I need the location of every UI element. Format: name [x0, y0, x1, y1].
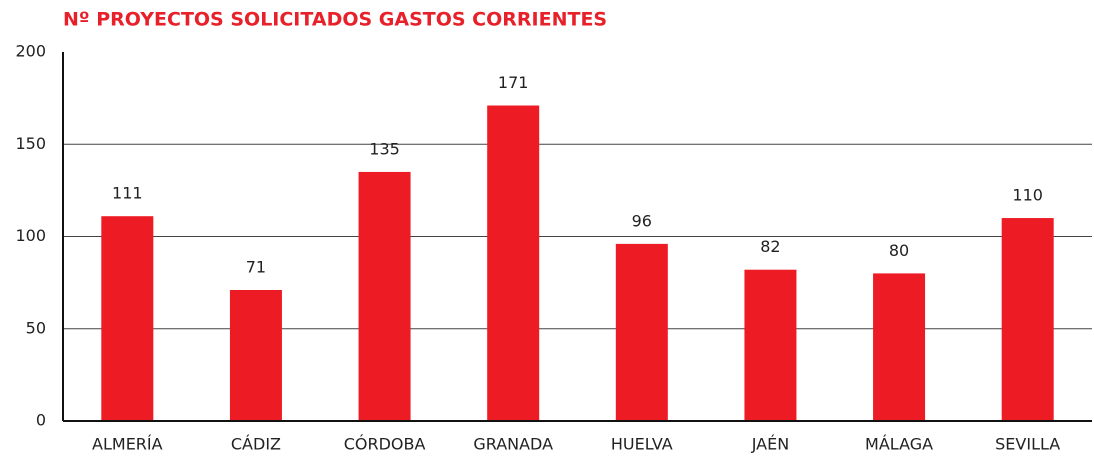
- y-tick-label: 50: [26, 318, 46, 337]
- bar: [229, 290, 282, 421]
- value-label: 82: [760, 237, 780, 256]
- y-tick-label: 0: [36, 411, 46, 430]
- bar: [358, 171, 411, 421]
- x-tick-label: SEVILLA: [995, 435, 1060, 454]
- bar: [873, 273, 926, 421]
- y-tick-label: 100: [15, 226, 46, 245]
- x-tick-label: ALMERÍA: [92, 435, 163, 454]
- x-tick-label: CÁDIZ: [231, 435, 281, 454]
- value-label: 80: [889, 241, 909, 260]
- chart-title: Nº PROYECTOS SOLICITADOS GASTOS CORRIENT…: [63, 9, 607, 31]
- bar: [101, 216, 154, 421]
- value-label: 110: [1012, 186, 1043, 205]
- x-tick-label: HUELVA: [611, 435, 673, 454]
- value-label: 71: [246, 258, 266, 277]
- bar: [744, 269, 797, 421]
- y-tick-label: 150: [15, 134, 46, 153]
- x-tick-label: JAÉN: [751, 435, 789, 454]
- x-tick-label: CÓRDOBA: [344, 435, 426, 454]
- bar: [487, 105, 540, 421]
- value-label: 135: [369, 139, 400, 158]
- x-tick-label: MÁLAGA: [865, 435, 933, 454]
- y-tick-label: 200: [15, 42, 46, 61]
- bar: [1001, 218, 1054, 421]
- x-tick-label: GRANADA: [473, 435, 553, 454]
- value-label: 111: [112, 184, 143, 203]
- bar: [615, 243, 668, 421]
- value-label: 171: [498, 73, 529, 92]
- value-label: 96: [632, 211, 652, 230]
